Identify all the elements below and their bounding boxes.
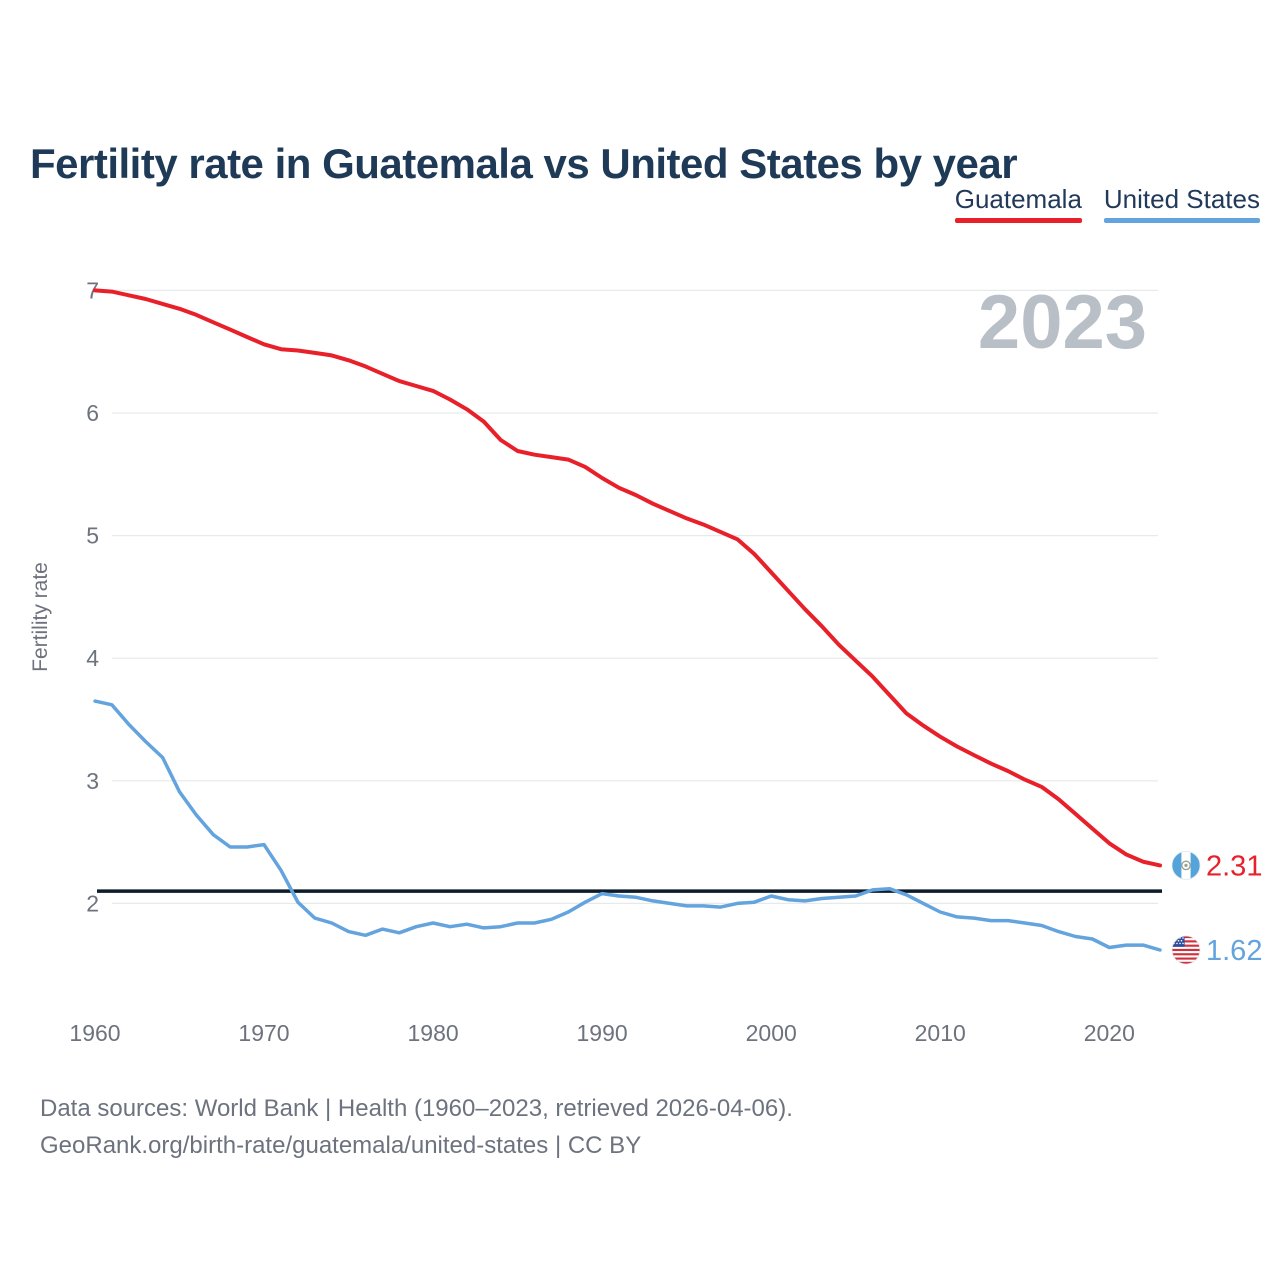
x-axis-tick-labels: 1960 1970 1980 1990 2000 2010 2020: [69, 1020, 1134, 1046]
x-tick-label: 1980: [408, 1020, 459, 1046]
footer-sources-line: Data sources: World Bank | Health (1960–…: [40, 1095, 793, 1122]
legend-item-united-states[interactable]: United States: [1103, 184, 1260, 223]
legend: Guatemala United States: [954, 184, 1260, 223]
series-lines: [93, 288, 1162, 952]
y-tick-label: 2: [86, 890, 99, 916]
y-tick-label: 7: [86, 277, 99, 303]
x-tick-label: 2010: [915, 1020, 966, 1046]
legend-label-united-states: United States: [1103, 184, 1260, 214]
us-end-value: 1.62: [1206, 935, 1262, 967]
guatemala-end-value: 2.31: [1206, 850, 1262, 882]
y-axis-tick-labels: 7 6 5 4 3 2: [86, 277, 99, 916]
series-line-united-states: [93, 699, 1162, 952]
x-tick-label: 1970: [238, 1020, 289, 1046]
legend-underline-guatemala: [954, 218, 1082, 223]
footer: Data sources: World Bank | Health (1960–…: [40, 1090, 793, 1164]
x-tick-label: 2000: [746, 1020, 797, 1046]
guatemala-flag-icon: [1171, 851, 1201, 880]
y-tick-label: 3: [86, 768, 99, 794]
x-tick-label: 1960: [69, 1020, 120, 1046]
footer-attribution-line: GeoRank.org/birth-rate/guatemala/united-…: [40, 1132, 642, 1159]
x-tick-label: 2020: [1084, 1020, 1135, 1046]
gridlines: [112, 289, 1158, 905]
y-tick-label: 5: [86, 523, 99, 549]
y-tick-label: 6: [86, 400, 99, 426]
legend-item-guatemala[interactable]: Guatemala: [954, 184, 1082, 223]
legend-underline-united-states: [1103, 218, 1260, 223]
legend-label-guatemala: Guatemala: [954, 184, 1082, 214]
y-axis-title: Fertility rate: [29, 562, 52, 672]
x-tick-label: 1990: [577, 1020, 628, 1046]
us-flag-icon: [1171, 935, 1201, 965]
current-year-watermark: 2023: [978, 280, 1147, 365]
series-line-guatemala: [93, 288, 1162, 868]
page-title: Fertility rate in Guatemala vs United St…: [30, 140, 1018, 188]
y-tick-label: 4: [86, 645, 99, 671]
